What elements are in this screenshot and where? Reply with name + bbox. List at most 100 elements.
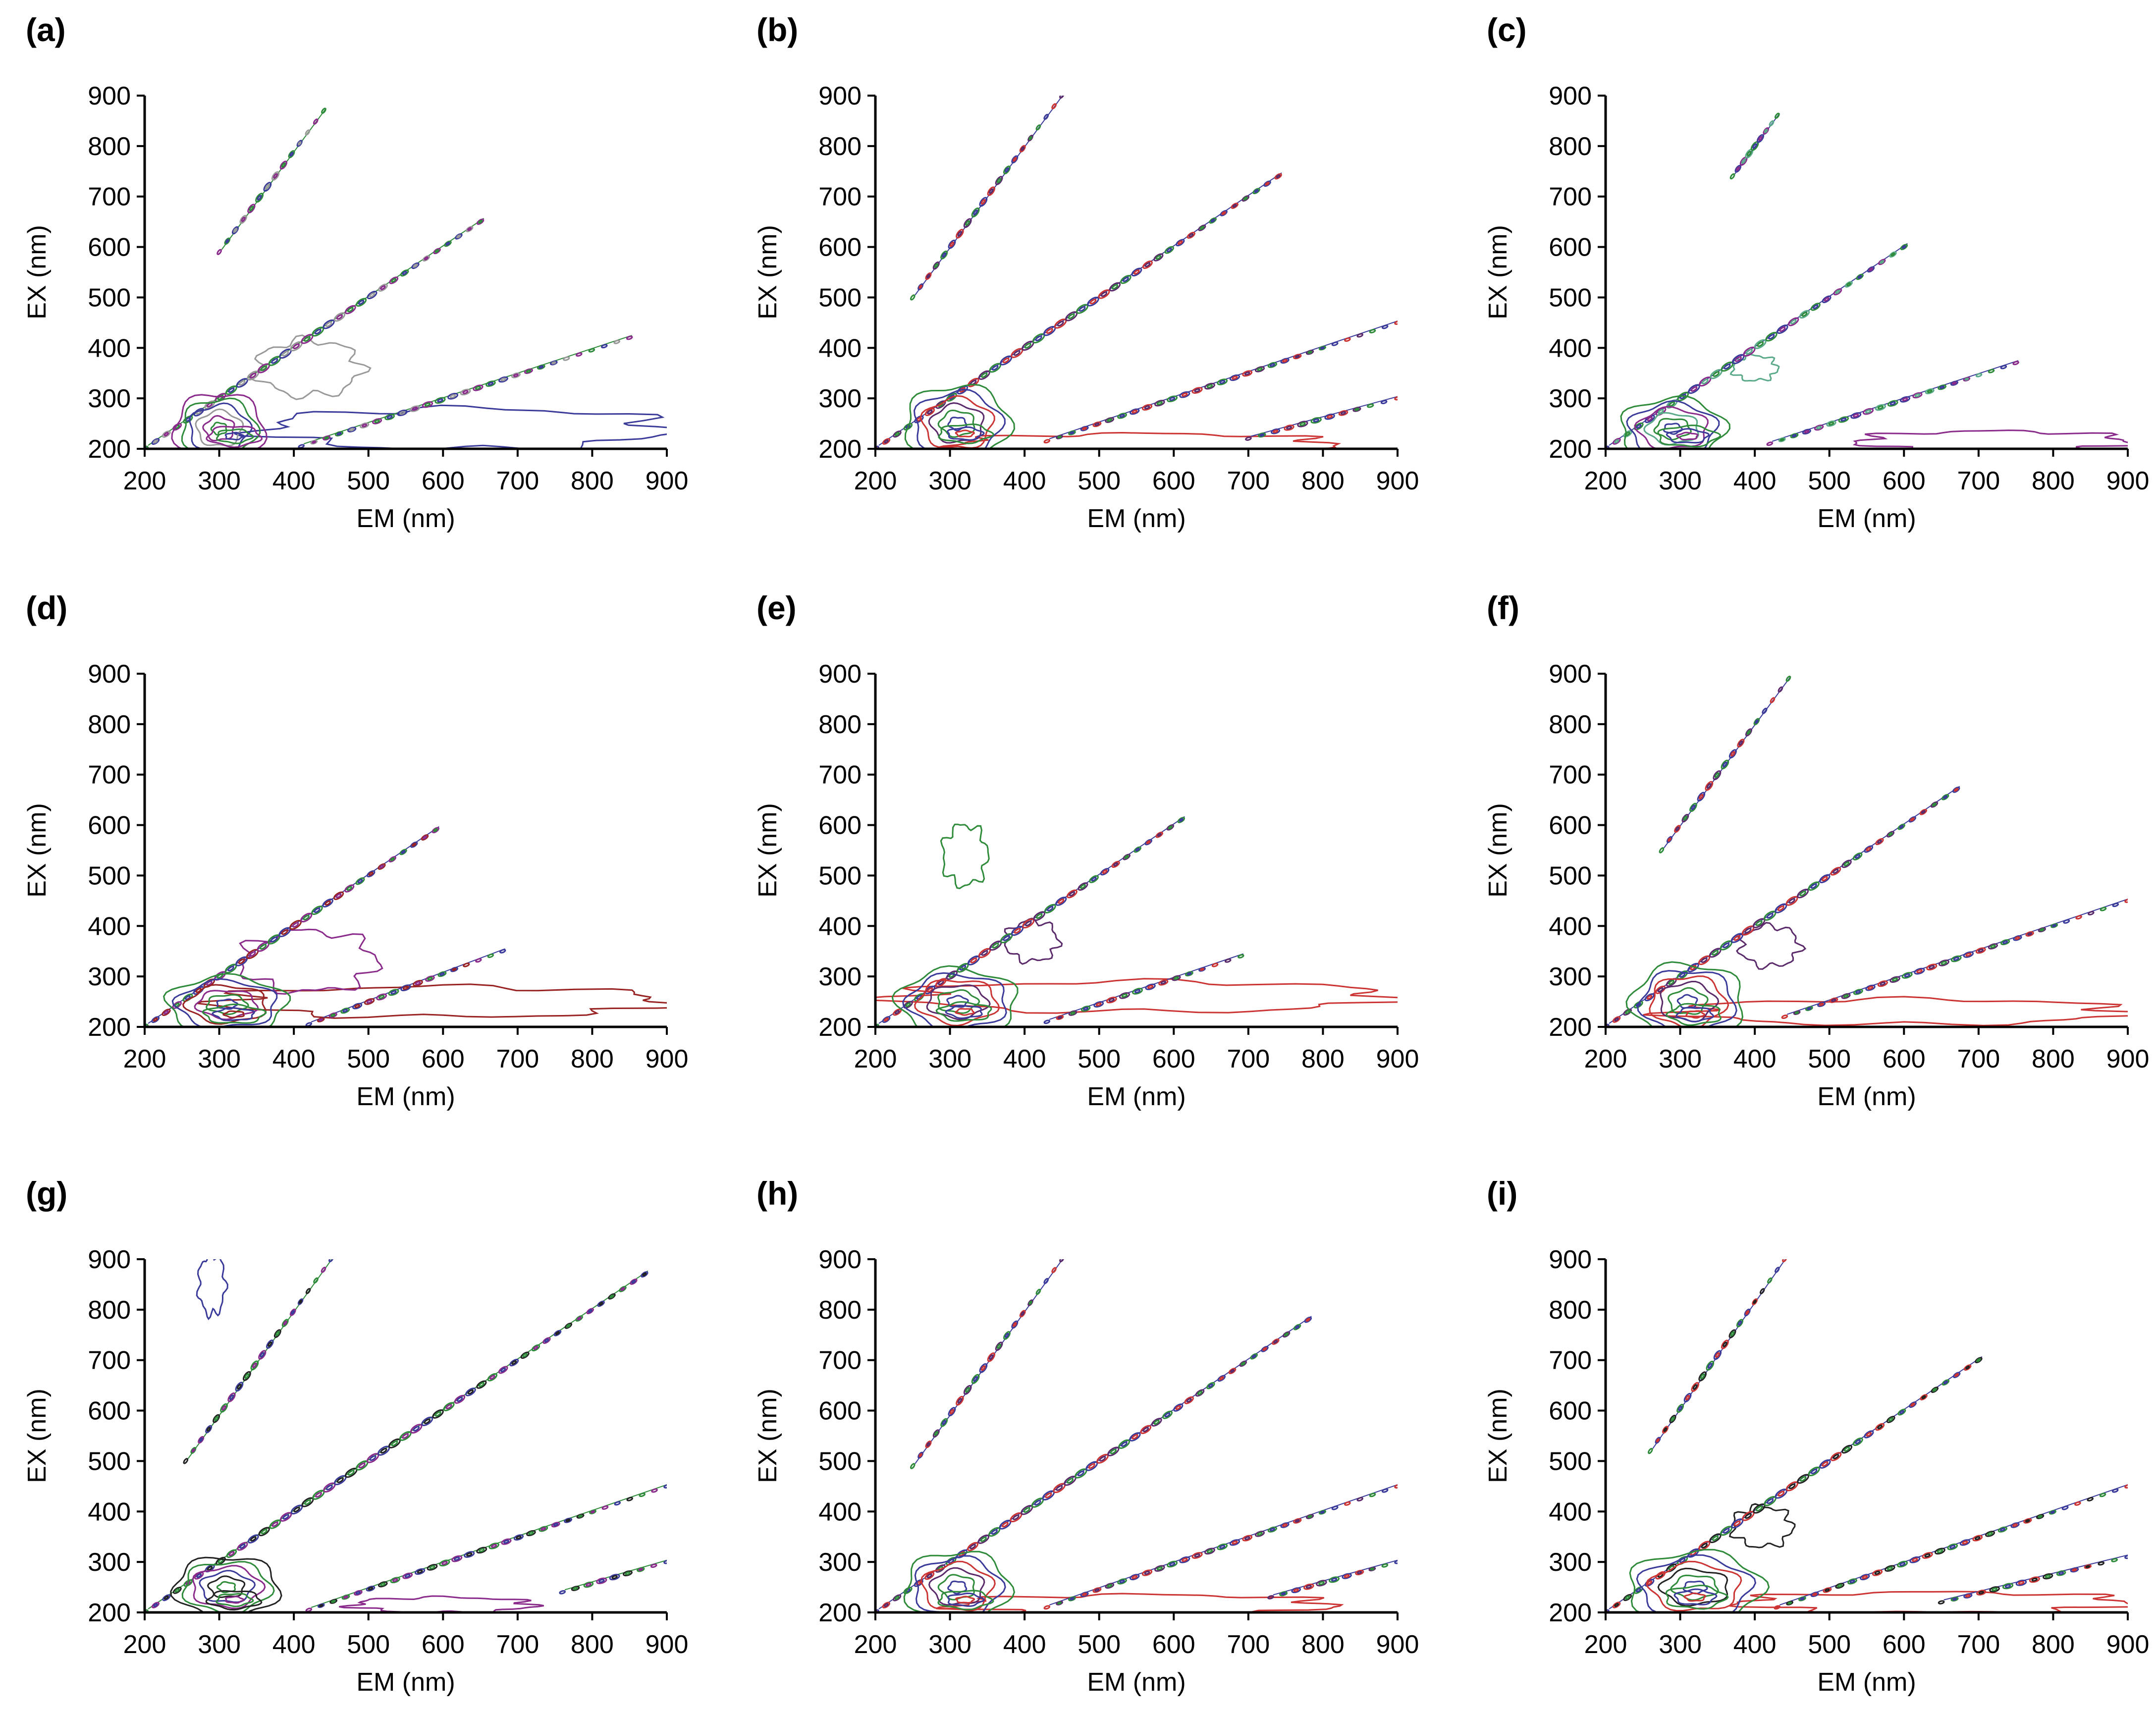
y-tick-label: 600 xyxy=(818,811,862,840)
ridge-contour-inner xyxy=(927,409,933,415)
ridge-contour-inner xyxy=(1787,1602,1792,1605)
ridge-contour xyxy=(400,269,409,277)
ridge-contour xyxy=(313,118,319,125)
ridge-contour xyxy=(1788,317,1799,326)
ridge-contour-inner xyxy=(1281,1592,1286,1596)
ridge-contour-inner xyxy=(1254,189,1259,193)
ridge-contour xyxy=(1782,1259,1787,1263)
ridge-contour xyxy=(526,1530,536,1537)
ridge-first-order xyxy=(145,217,485,449)
y-tick-label: 700 xyxy=(88,1346,131,1375)
ridge-contour xyxy=(1129,1432,1141,1442)
ridge-contour xyxy=(1897,1560,1908,1568)
ridge-contour-inner xyxy=(1866,847,1872,852)
panel-label: (g) xyxy=(26,1175,67,1212)
peak-contour-level xyxy=(937,989,980,1014)
ridge-contour xyxy=(450,966,458,972)
ridge-contour xyxy=(289,1308,296,1316)
ridge-contour xyxy=(367,290,377,300)
ridge-contour xyxy=(1612,1016,1621,1023)
y-tick-label: 300 xyxy=(818,1548,862,1577)
ridge-contour xyxy=(2124,1484,2128,1489)
ridge-contour xyxy=(400,984,411,991)
ridge-contour xyxy=(1394,1559,1398,1564)
ridge-contour-inner xyxy=(1707,1363,1713,1369)
peak-contour-level xyxy=(171,978,278,1027)
ridge-contour-inner xyxy=(957,231,963,237)
ridge-contour xyxy=(1822,295,1832,303)
ridge-contour-inner xyxy=(598,1579,605,1583)
ridge-contour-inner xyxy=(1788,1483,1796,1490)
ridge-contour-inner xyxy=(1807,1007,1812,1011)
peak-contour-level xyxy=(222,1010,245,1018)
ridge-contour xyxy=(513,1534,524,1541)
ridge-contour xyxy=(1035,1288,1041,1295)
ridge-contour xyxy=(1051,1267,1057,1274)
ridge-contour-inner xyxy=(1068,313,1075,320)
ridge-contour xyxy=(875,445,879,449)
ridge-contour-inner xyxy=(1730,751,1735,757)
ridge-contour-inner xyxy=(163,1596,169,1600)
ridge-contour-inner xyxy=(1058,899,1065,904)
x-tick-label: 300 xyxy=(1659,1045,1702,1073)
y-tick-label: 700 xyxy=(1549,1346,1592,1375)
ridge-contour-inner xyxy=(1134,989,1141,994)
y-tick-label: 200 xyxy=(88,1599,131,1627)
ridge-contour xyxy=(1674,825,1681,833)
ridge-contour xyxy=(630,1279,638,1285)
ridge-contour-inner xyxy=(1880,260,1885,264)
ridge-contour-inner xyxy=(412,407,418,411)
ridge-contour xyxy=(499,949,506,954)
ridge-contour-inner xyxy=(424,1418,431,1424)
ridge-contour xyxy=(1120,274,1132,284)
ridge-contour-inner xyxy=(1313,418,1320,423)
y-tick-label: 800 xyxy=(88,710,131,739)
ridge-contour xyxy=(2036,1514,2045,1519)
ridge-contour xyxy=(352,1003,363,1010)
ridge-contour-inner xyxy=(1902,397,1908,402)
ridge-third-order xyxy=(1267,1559,1398,1600)
x-tick-label: 800 xyxy=(571,467,614,495)
ridge-contour xyxy=(1972,1535,1983,1542)
ridge-contour-inner xyxy=(573,1587,578,1591)
y-tick-label: 700 xyxy=(818,1346,862,1375)
ridge-contour-inner xyxy=(1257,1532,1263,1536)
ridge-contour-inner xyxy=(926,1442,930,1447)
ridge-contour xyxy=(1356,333,1363,338)
ridge-contour xyxy=(1316,1580,1327,1587)
ridge-contour xyxy=(511,372,521,378)
ridge-contour-inner xyxy=(942,252,947,258)
ridge-contour xyxy=(1280,1522,1290,1528)
ridge-contour xyxy=(296,140,303,147)
ridge-contour xyxy=(1304,1316,1312,1323)
ridge-contour xyxy=(1688,384,1700,394)
ridge-contour-inner xyxy=(1647,416,1653,422)
ridge-contour-inner xyxy=(1088,1463,1095,1469)
ridge-contour xyxy=(279,1512,292,1522)
ridge-contour xyxy=(1080,1006,1091,1012)
ridge-contour-inner xyxy=(1962,1540,1968,1545)
ridge-contour xyxy=(948,239,956,249)
ridge-contour xyxy=(564,1323,573,1329)
ridge-contour xyxy=(183,415,193,424)
ridge-contour xyxy=(882,438,891,445)
ridge-contour xyxy=(269,1519,281,1529)
ridge-contour-inner xyxy=(206,980,213,986)
ridge-contour xyxy=(425,975,435,982)
ridge-contour-inner xyxy=(1874,1570,1881,1575)
ridge-contour-inner xyxy=(1108,998,1115,1002)
peak-contour-level xyxy=(1666,428,1710,444)
ridge-contour-inner xyxy=(981,1365,986,1371)
peak-contour-level xyxy=(1682,1580,1708,1595)
panel-a: (a) 200 300 400 500 600 700 800 900 200 300 400 500 6… xyxy=(23,11,688,533)
ridge-contour-inner xyxy=(500,1367,506,1373)
ridge-contour-inner xyxy=(1777,905,1784,911)
panel-label: (c) xyxy=(1487,11,1527,48)
ridge-contour-inner xyxy=(992,943,999,949)
ridge-contour-inner xyxy=(427,976,433,981)
ridge-contour xyxy=(1706,1360,1715,1371)
peak-contour-level xyxy=(914,979,1000,1026)
ridge-contour-inner xyxy=(1890,252,1895,257)
ridge-contour-inner xyxy=(1194,1553,1200,1558)
ridge-contour xyxy=(1808,1466,1820,1477)
